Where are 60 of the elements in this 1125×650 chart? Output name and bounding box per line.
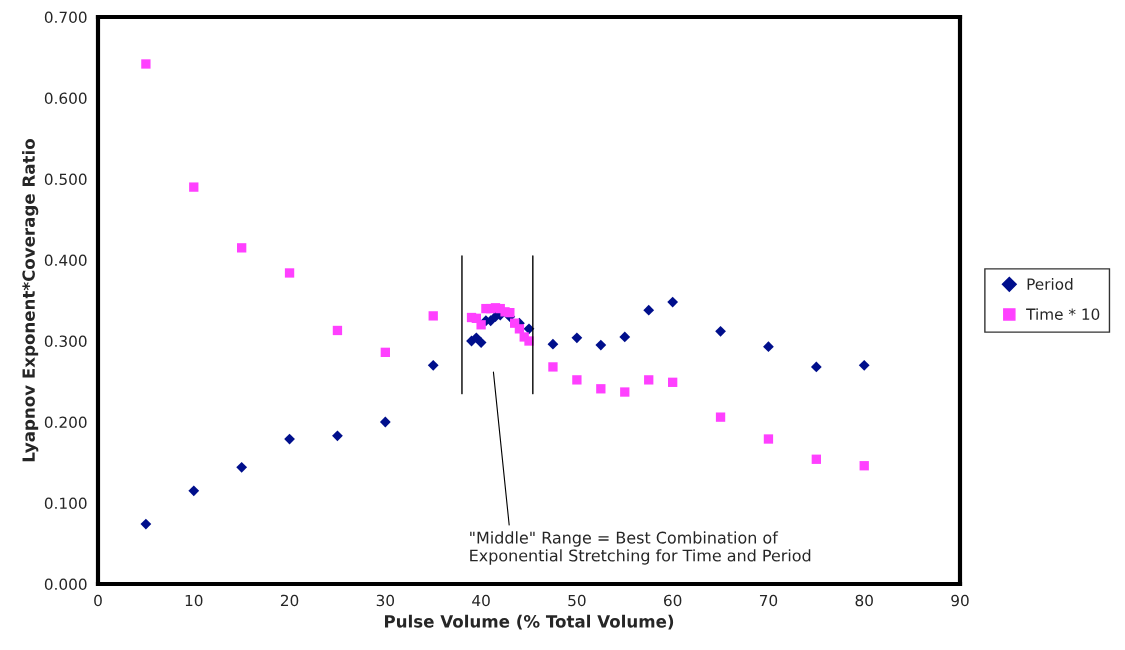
point xyxy=(332,430,343,442)
y-tick-label: 0.700 xyxy=(44,11,87,24)
point xyxy=(858,359,870,371)
x-tick-label: 60 xyxy=(664,594,682,607)
point xyxy=(571,332,583,344)
point xyxy=(379,416,391,428)
point xyxy=(428,311,438,321)
point xyxy=(236,461,248,473)
y-tick-label: 0.200 xyxy=(44,416,87,429)
point xyxy=(284,268,295,278)
point xyxy=(715,412,726,422)
point xyxy=(811,454,821,464)
y-tick-label: 0.300 xyxy=(44,335,87,348)
x-tick-label: 10 xyxy=(185,594,203,607)
point xyxy=(380,347,390,357)
y-tick-label: 0.000 xyxy=(44,578,87,591)
legend-label: Time * 10 xyxy=(1026,308,1100,320)
point xyxy=(620,387,630,397)
x-tick-label: 80 xyxy=(855,594,873,607)
point xyxy=(505,307,515,318)
point xyxy=(514,324,525,334)
point xyxy=(140,518,152,530)
point xyxy=(643,304,655,316)
y-tick-label: 0.600 xyxy=(44,92,87,105)
x-tick-label: 40 xyxy=(472,594,490,607)
point xyxy=(763,434,774,444)
point xyxy=(763,341,774,353)
point xyxy=(475,337,487,348)
x-tick-label: 90 xyxy=(951,594,969,607)
point xyxy=(548,362,558,372)
x-tick-label: 0 xyxy=(94,594,102,607)
x-tick-label: 30 xyxy=(376,594,395,607)
point xyxy=(810,361,822,373)
annotation: "Middle" Range = Best Combination of Exponential Stretching for Time and Period xyxy=(470,531,811,565)
point xyxy=(547,338,559,350)
point xyxy=(859,461,869,471)
point xyxy=(595,339,607,351)
point xyxy=(189,182,199,192)
point xyxy=(715,325,726,337)
point xyxy=(188,485,200,497)
point xyxy=(619,331,631,343)
legend-label: Period xyxy=(1027,278,1073,290)
x-tick-label: 20 xyxy=(280,594,299,607)
point xyxy=(644,375,654,385)
point xyxy=(237,243,247,253)
y-tick-label: 0.100 xyxy=(44,497,87,510)
x-tick-label: 50 xyxy=(568,594,586,607)
point xyxy=(476,320,486,330)
x-tick-label: 70 xyxy=(759,594,778,607)
point xyxy=(572,375,582,385)
y-tick-label: 0.400 xyxy=(44,254,87,267)
point xyxy=(332,325,343,336)
x-axis-title: Pulse Volume (% Total Volume) xyxy=(385,614,674,630)
point xyxy=(667,296,679,308)
y-tick-label: 0.500 xyxy=(44,173,87,186)
point xyxy=(596,384,606,394)
point xyxy=(141,59,151,69)
point xyxy=(427,359,439,371)
y-axis-title: Lyapnov Exponent*Coverage Ratio xyxy=(22,139,39,462)
point xyxy=(668,377,678,387)
